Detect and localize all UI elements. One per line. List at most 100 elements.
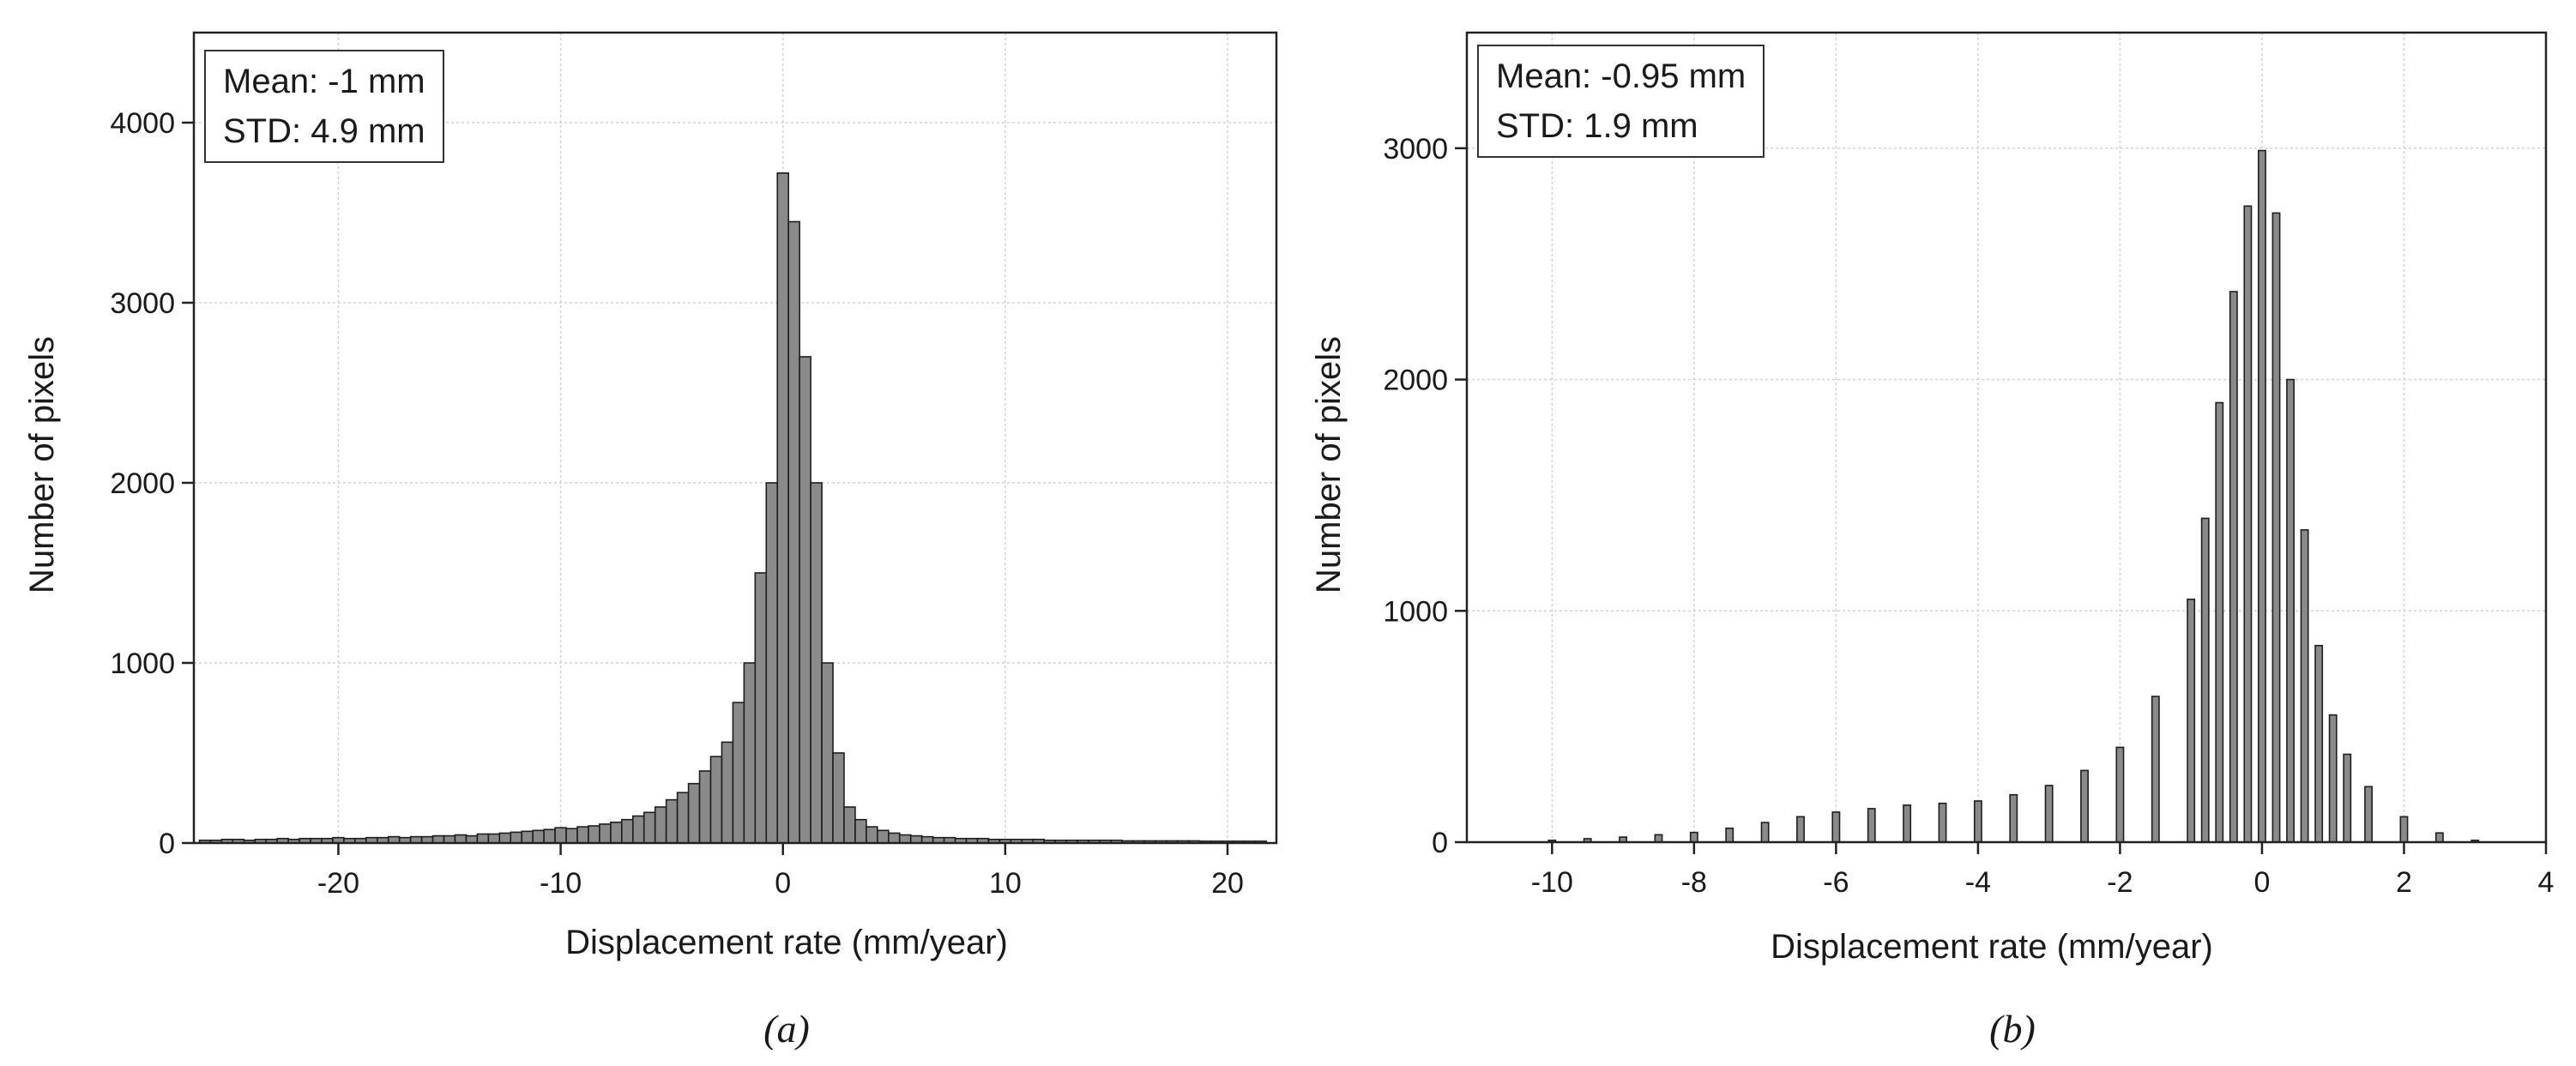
x-tick-label: 2 — [2396, 866, 2412, 899]
x-tick-label: 0 — [775, 867, 791, 900]
histogram-bar — [510, 831, 523, 844]
std-label: STD: 1.9 mm — [1496, 107, 1698, 145]
histogram-bar — [2434, 832, 2444, 843]
histogram-bar — [2399, 816, 2409, 843]
histogram-bar — [2044, 785, 2054, 843]
x-tick-label: -8 — [1681, 866, 1707, 899]
histogram-bar — [2364, 786, 2374, 843]
histogram-bar — [543, 828, 556, 844]
y-tick-label: 3000 — [1383, 133, 1448, 166]
histogram-bar — [687, 782, 701, 844]
y-axis-label: Number of pixels — [1310, 336, 1348, 593]
x-tick-label: -20 — [317, 867, 359, 900]
mean-label: Mean: -1 mm — [223, 63, 425, 100]
histogram-bar — [576, 826, 589, 844]
x-tick-label: 10 — [989, 867, 1022, 900]
histogram-bar — [2271, 212, 2281, 843]
histogram-bar — [1938, 802, 1947, 843]
histogram-bar — [431, 834, 445, 844]
histogram-bar — [476, 833, 490, 844]
histogram-bar — [676, 792, 690, 844]
grid — [1467, 33, 2547, 843]
histogram-bar — [2200, 517, 2210, 843]
histogram-bar — [487, 833, 501, 844]
histogram-bar — [854, 818, 867, 844]
y-tick-label: 0 — [159, 828, 175, 860]
x-axis-label: Displacement rate (mm/year) — [1771, 928, 2213, 966]
histogram-bar — [1867, 808, 1876, 843]
x-tick-label: -4 — [1965, 866, 1991, 899]
histogram-bar — [832, 752, 845, 844]
histogram-bar — [1689, 831, 1698, 843]
histogram-bar — [709, 756, 723, 844]
histogram-b: Number of pixels Displacement rate (mm/y… — [1310, 31, 2555, 966]
x-tick-label: -2 — [2107, 866, 2133, 899]
mean-label: Mean: -0.95 mm — [1496, 57, 1746, 95]
histogram-bar — [521, 830, 534, 844]
histogram-bar — [2286, 378, 2295, 843]
stats-box: Mean: -0.95 mm STD: 1.9 mm — [1477, 45, 1765, 158]
histogram-bar — [1760, 822, 1770, 843]
histogram-bar — [443, 834, 456, 844]
std-label: STD: 4.9 mm — [223, 112, 425, 150]
histogram-bar — [2243, 205, 2253, 843]
histogram-bar — [888, 832, 901, 844]
histogram-bar — [721, 741, 734, 844]
histogram-bar — [877, 829, 890, 844]
histogram-bar — [2215, 401, 2224, 843]
y-tick-label: 1000 — [1383, 595, 1448, 628]
x-axis-label: Displacement rate (mm/year) — [565, 924, 1008, 961]
histogram-bar — [1725, 828, 1734, 843]
histogram-bar — [554, 827, 567, 844]
histogram-bar — [654, 806, 667, 844]
x-tick-label: -10 — [540, 867, 582, 900]
x-tick-label: 0 — [2253, 866, 2270, 899]
histogram-bar — [465, 834, 479, 844]
bars — [1547, 149, 2480, 843]
plot-frame — [1465, 31, 2548, 844]
x-tick-label: 4 — [2538, 866, 2555, 899]
histogram-bar — [1903, 804, 1912, 843]
histogram-bar — [698, 770, 712, 844]
histogram-bar — [866, 826, 878, 844]
histogram-bar — [565, 828, 578, 844]
histogram-bar — [743, 662, 757, 844]
histogram-bar — [2187, 598, 2196, 843]
histogram-bar — [2080, 769, 2089, 843]
plot-frame — [192, 31, 1278, 845]
histogram-panel-b: Number of pixels Displacement rate (mm/y… — [1287, 0, 2576, 1066]
x-tick-label: -10 — [1531, 866, 1573, 899]
histogram-bar — [2229, 291, 2238, 843]
y-axis-label: Number of pixels — [23, 336, 61, 593]
histogram-bar — [532, 829, 545, 844]
y-tick-label: 3000 — [110, 287, 175, 320]
histogram-bar — [642, 811, 656, 844]
histogram-panel-a: Number of pixels Displacement rate (mm/y… — [0, 0, 1287, 1066]
histogram-bar — [2314, 644, 2324, 843]
histogram-bar — [2258, 149, 2266, 843]
y-tick-label: 2000 — [110, 467, 175, 500]
y-tick-label: 1000 — [110, 647, 175, 680]
histogram-bar — [909, 834, 923, 844]
histogram-bar — [1831, 811, 1841, 843]
histogram-bar — [588, 825, 600, 844]
histogram-bar — [1796, 816, 1805, 843]
histogram-bar — [799, 356, 811, 844]
histogram-bar — [2300, 529, 2309, 843]
histogram-bar — [732, 702, 745, 844]
histogram-bar — [754, 572, 768, 844]
panel-caption: (a) — [763, 1007, 810, 1051]
panel-caption: (b) — [1989, 1007, 2036, 1051]
histogram-a: Number of pixels Displacement rate (mm/y… — [23, 31, 1278, 961]
histogram-bar — [1973, 800, 1982, 843]
y-tick-label: 2000 — [1383, 364, 1448, 397]
histogram-bar — [599, 823, 612, 844]
histogram-bar — [898, 834, 912, 844]
histogram-bar — [787, 220, 800, 844]
histogram-bar — [2343, 753, 2352, 843]
histogram-bar — [776, 172, 789, 844]
histogram-bar — [1654, 834, 1663, 843]
histogram-bar — [454, 834, 468, 844]
histogram-bar — [2328, 714, 2338, 843]
histogram-bar — [765, 482, 779, 844]
